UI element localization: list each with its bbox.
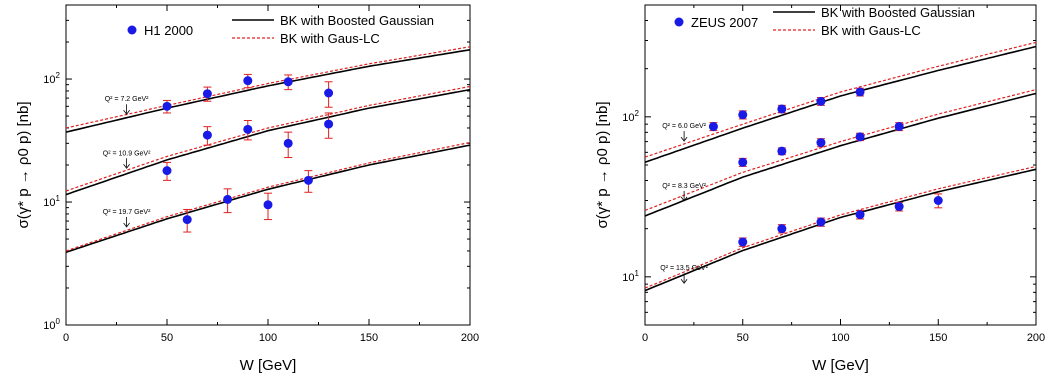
data-point [182,215,192,225]
annotation-arrowhead [123,222,130,228]
x-tick-label: 100 [831,332,849,344]
data-point [243,124,253,134]
curve-gaus-lc [644,89,1037,211]
data-point [816,138,826,148]
curve-gaus-lc [644,41,1037,158]
q2-annotation: Q² = 6.0 GeV² [662,123,706,130]
curve-gaus-lc [65,85,471,192]
x-tick-label: 0 [63,332,69,344]
y-tick-label: 101 [43,194,60,209]
curve-boosted-gaussian [644,168,1037,292]
data-point [162,101,172,111]
x-tick-label: 50 [161,332,173,344]
data-point [777,104,787,114]
data-point [894,122,904,132]
x-tick-label: 0 [642,332,648,344]
data-point [202,130,212,140]
curve-boosted-gaussian [644,92,1037,217]
y-tick-label: 102 [43,71,60,86]
x-tick-label: 200 [1027,332,1045,344]
x-tick-label: 100 [259,332,277,344]
data-point [777,146,787,156]
data-point [243,76,253,86]
x-tick-label: 150 [360,332,378,344]
legend-boosted-label: BK with Boosted Gaussian [821,5,975,20]
q2-annotation: Q² = 8.3 GeV² [662,183,706,190]
q2-annotation: Q² = 10.9 GeV² [103,150,151,157]
legend-gauslc-label: BK with Gaus-LC [280,31,380,46]
curve-boosted-gaussian [644,45,1037,164]
curve-boosted-gaussian [65,49,471,133]
data-point [855,87,865,97]
data-point [303,175,313,185]
data-point [816,217,826,227]
data-point [738,157,748,167]
data-point [855,132,865,142]
data-point [223,194,233,204]
x-tick-label: 200 [461,332,479,344]
right-panel-zeus: 0 50 100 150 200 101 102 W [GeV] σ(γ* p → ρ0 p) … [594,4,1045,374]
annotation-arrowhead [680,196,688,202]
curve-gaus-lc [644,165,1037,289]
y-axis-title: σ(γ* p → ρ0 p) [nb] [594,101,611,228]
data-point [324,88,334,98]
data-point [202,89,212,99]
legend-gauslc-label: BK with Gaus-LC [821,23,921,38]
y-tick-label: 102 [622,109,639,124]
legend-data-marker [127,25,137,35]
data-point [324,119,334,129]
x-tick-label: 150 [929,332,947,344]
curve-boosted-gaussian [65,88,471,196]
y-tick-label: 101 [622,269,639,284]
curve-gaus-lc [65,46,471,129]
x-tick-label: 50 [737,332,749,344]
curve-gaus-lc [65,141,471,252]
x-axis-title: W [GeV] [812,357,869,374]
data-point [263,200,273,210]
data-point [933,195,943,205]
data-point [777,224,787,234]
legend-data-label: ZEUS 2007 [691,15,758,30]
annotation-arrowhead [680,278,688,284]
data-point [162,166,172,176]
annotation-arrowhead [680,136,688,142]
data-point [855,210,865,220]
annotation-arrowhead [123,164,130,169]
data-point [816,96,826,106]
data-point [738,110,748,120]
data-point [738,237,748,247]
data-point [894,202,904,212]
y-tick-label: 100 [43,317,60,332]
x-axis-title: W [GeV] [240,357,297,374]
curve-boosted-gaussian [65,144,471,254]
q2-annotation: Q² = 13.5 GeV² [660,265,708,272]
left-panel-h1: 0 50 100 150 200 100 101 102 W [GeV] σ(γ* p → ρ0 … [15,4,479,374]
plot-frame [644,4,1037,326]
annotation-arrowhead [123,109,130,115]
q2-annotation: Q² = 19.7 GeV² [103,209,151,216]
data-point [708,122,718,132]
legend-boosted-label: BK with Boosted Gaussian [280,13,434,28]
legend-data-marker [674,17,684,27]
legend-data-label: H1 2000 [144,23,193,38]
q2-annotation: Q² = 7.2 GeV² [105,96,149,103]
data-point [283,138,293,148]
data-point [283,77,293,87]
y-axis-title: σ(γ* p → ρ0 p) [nb] [15,101,32,228]
